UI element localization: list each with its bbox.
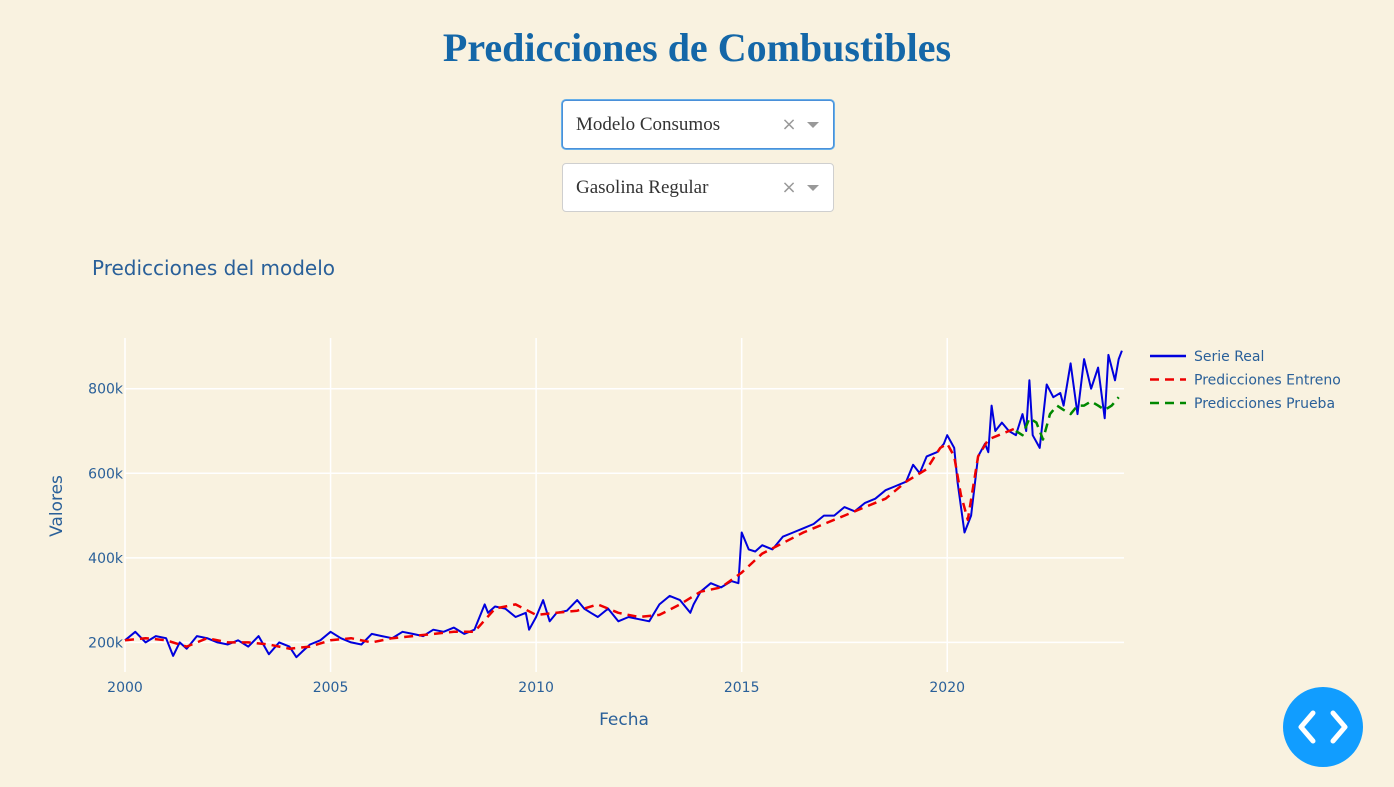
chevron-down-icon[interactable] [807,184,819,191]
legend-label: Serie Real [1194,349,1264,365]
y-tick-label: 800k [88,382,124,398]
series-line-serie-real [124,350,1123,659]
legend[interactable]: Serie Real Predicciones Entreno Prediccion… [1150,349,1341,412]
clear-icon[interactable]: × [781,177,797,198]
fuel-dropdown-value: Gasolina Regular [576,176,709,198]
series-line-predicciones-prueba [1015,396,1120,441]
y-tick-label: 600k [88,466,124,482]
model-dropdown-value: Modelo Consumos [576,113,721,135]
x-tick-label: 2005 [313,680,349,696]
x-axis-label: Fecha [599,710,649,730]
x-tick-label: 2020 [929,680,965,696]
y-tick-label: 400k [88,551,124,567]
y-axis-label: Valores [47,475,67,537]
y-tick-label: 200k [88,635,124,651]
axis-ticks: 2000 2005 2010 2015 2020 200k 400k 600k 800k [88,382,965,696]
grid [124,338,1124,672]
code-toggle-button[interactable] [1283,687,1363,767]
chart-title: Predicciones del modelo [92,256,335,280]
x-tick-label: 2010 [518,680,554,696]
series-lines [124,350,1123,659]
legend-label: Predicciones Prueba [1194,396,1335,412]
legend-label: Predicciones Entreno [1194,373,1341,389]
fuel-dropdown[interactable]: Gasolina Regular × [562,163,834,212]
clear-icon[interactable]: × [781,114,797,135]
page-title: Predicciones de Combustibles [442,25,952,70]
model-dropdown[interactable]: Modelo Consumos × [562,100,834,149]
chevron-down-icon[interactable] [807,121,819,128]
series-line-predicciones-entreno [124,425,1020,650]
x-tick-label: 2015 [724,680,760,696]
x-tick-label: 2000 [107,680,143,696]
prediction-chart[interactable]: Predicciones del modelo 2000 2005 2010 2015… [0,240,1394,740]
code-brackets-icon [1298,710,1348,744]
